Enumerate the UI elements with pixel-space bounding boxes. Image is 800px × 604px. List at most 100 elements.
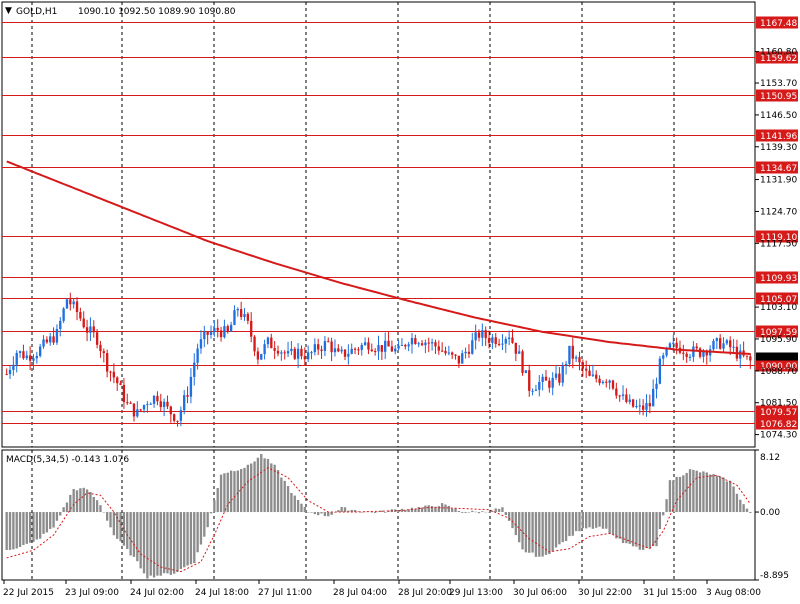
candle-body bbox=[217, 328, 219, 331]
candle-body bbox=[116, 377, 118, 383]
candle-body bbox=[19, 351, 21, 353]
macd-bar bbox=[451, 509, 453, 512]
candle-body bbox=[625, 395, 627, 402]
candle-body bbox=[686, 354, 688, 357]
candle-body bbox=[163, 402, 165, 407]
candle-body bbox=[150, 404, 152, 405]
macd-bar bbox=[19, 512, 21, 547]
macd-y-tick-label: -8.895 bbox=[760, 571, 789, 581]
candle-body bbox=[257, 351, 259, 359]
macd-bar bbox=[669, 480, 671, 512]
macd-bar bbox=[572, 512, 574, 536]
macd-bar bbox=[163, 512, 165, 573]
macd-bar bbox=[213, 500, 215, 512]
macd-bar bbox=[511, 512, 513, 528]
candle-body bbox=[143, 405, 145, 409]
macd-bar bbox=[545, 512, 547, 555]
macd-bar bbox=[384, 512, 386, 513]
macd-bar bbox=[679, 477, 681, 512]
macd-bar bbox=[428, 505, 430, 512]
macd-bar bbox=[535, 512, 537, 557]
y-tick-label: 1131.90 bbox=[760, 176, 797, 186]
candle-body bbox=[746, 356, 748, 357]
macd-bar bbox=[602, 512, 604, 529]
candle-body bbox=[481, 330, 483, 338]
macd-bar bbox=[79, 488, 81, 512]
macd-bar bbox=[448, 506, 450, 512]
y-tick-label: 1146.50 bbox=[760, 111, 797, 121]
macd-bar bbox=[203, 512, 205, 537]
macd-bar bbox=[52, 512, 54, 528]
macd-title: MACD(5,34,5) -0.143 1.076 bbox=[6, 455, 129, 465]
candle-body bbox=[52, 336, 54, 342]
candle-body bbox=[541, 377, 543, 382]
candle-body bbox=[153, 396, 155, 404]
candle-body bbox=[645, 403, 647, 410]
candle-body bbox=[233, 310, 235, 325]
macd-bar bbox=[595, 512, 597, 528]
macd-bar bbox=[498, 509, 500, 512]
candle-body bbox=[351, 349, 353, 354]
candle-body bbox=[371, 350, 373, 351]
y-tick-label: 1081.50 bbox=[760, 399, 797, 409]
candle-body bbox=[220, 330, 222, 337]
candle-body bbox=[12, 365, 14, 370]
candle-body bbox=[508, 338, 510, 339]
collapse-icon[interactable]: ▼ bbox=[5, 6, 12, 16]
macd-bar bbox=[210, 512, 212, 513]
macd-bar bbox=[605, 512, 607, 529]
macd-bar bbox=[464, 512, 466, 513]
macd-bar bbox=[290, 493, 292, 512]
macd-bar bbox=[200, 512, 202, 544]
candle-body bbox=[213, 328, 215, 332]
candle-body bbox=[294, 349, 296, 359]
macd-bar bbox=[555, 512, 557, 547]
candle-body bbox=[501, 344, 503, 345]
y-tick-label: 1139.30 bbox=[760, 143, 797, 153]
macd-bar bbox=[287, 486, 289, 512]
macd-bar bbox=[531, 512, 533, 553]
candle-body bbox=[652, 389, 654, 406]
macd-bar bbox=[183, 512, 185, 567]
macd-bar bbox=[665, 499, 667, 512]
macd-bar bbox=[662, 512, 664, 515]
macd-bar bbox=[270, 463, 272, 512]
candle-body bbox=[521, 351, 523, 373]
candle-body bbox=[156, 396, 158, 401]
macd-bar bbox=[136, 512, 138, 561]
y-tick-label: 1088.70 bbox=[760, 367, 797, 377]
macd-bar bbox=[619, 512, 621, 539]
macd-bar bbox=[418, 507, 420, 512]
macd-bar bbox=[297, 500, 299, 512]
candle-body bbox=[397, 346, 399, 349]
candle-body bbox=[558, 374, 560, 383]
macd-bar bbox=[431, 506, 433, 512]
macd-bar bbox=[719, 476, 721, 512]
candle-body bbox=[327, 341, 329, 342]
macd-bar bbox=[230, 471, 232, 512]
y-tick-label: 1095.90 bbox=[760, 335, 797, 345]
candle-body bbox=[391, 346, 393, 351]
macd-bar bbox=[749, 512, 751, 513]
candle-body bbox=[739, 351, 741, 359]
macd-bar bbox=[374, 512, 376, 513]
candle-body bbox=[612, 380, 614, 388]
candle-body bbox=[384, 341, 386, 352]
candle-body bbox=[655, 384, 657, 389]
candle-body bbox=[595, 375, 597, 379]
candle-body bbox=[629, 399, 631, 401]
macd-bar bbox=[361, 512, 363, 513]
macd-bar bbox=[585, 512, 587, 528]
macd-bar bbox=[12, 512, 14, 549]
macd-bar bbox=[29, 512, 31, 543]
candle-body bbox=[635, 406, 637, 407]
candle-body bbox=[287, 351, 289, 353]
macd-bar bbox=[538, 512, 540, 557]
candle-body bbox=[196, 348, 198, 362]
candle-body bbox=[732, 347, 734, 348]
macd-y-tick-label: 8.12 bbox=[760, 453, 780, 463]
macd-bar bbox=[267, 459, 269, 512]
macd-bar bbox=[598, 512, 600, 527]
candle-body bbox=[675, 343, 677, 348]
macd-bar bbox=[608, 512, 610, 534]
